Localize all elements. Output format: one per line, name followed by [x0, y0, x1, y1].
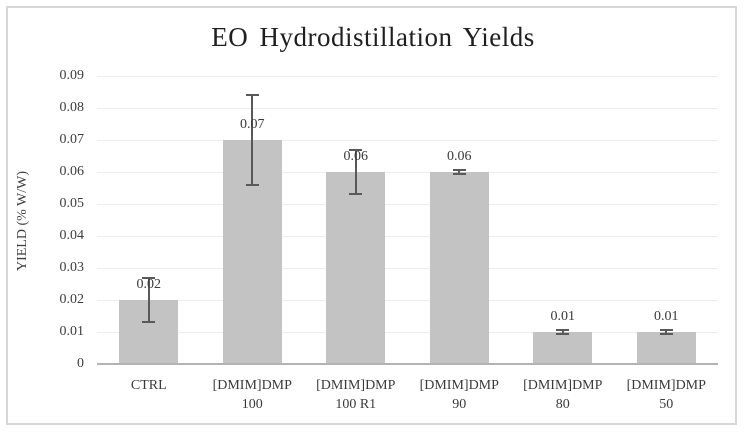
- y-tick-label: 0.04: [59, 228, 85, 243]
- data-label: 0.01: [550, 309, 576, 324]
- x-category-label-line: 100 R1: [335, 397, 377, 412]
- x-category-label-line: [DMIM]DMP: [419, 378, 499, 393]
- y-tick-label: 0: [77, 356, 84, 371]
- error-bar-bottom-cap: [142, 321, 156, 324]
- error-bar-bottom-cap: [245, 183, 259, 186]
- x-axis-line: [97, 363, 718, 365]
- x-category-label: [DMIM]DMP 90: [408, 376, 512, 414]
- x-category-label-line: [DMIM]DMP: [523, 378, 603, 393]
- x-category-label-line: 90: [452, 397, 467, 412]
- x-category-label-line: CTRL: [130, 378, 167, 393]
- x-category-label-line: 100: [241, 397, 263, 412]
- error-bar-top-cap: [452, 169, 466, 172]
- x-category-label-line: [DMIM]DMP: [626, 378, 706, 393]
- error-bar-bottom-cap: [452, 172, 466, 175]
- error-bar-top-cap: [142, 276, 156, 279]
- data-label: 0.06: [343, 149, 369, 164]
- data-label: 0.02: [136, 277, 162, 292]
- data-label: 0.06: [447, 149, 472, 164]
- error-bar-bottom-cap: [556, 332, 570, 335]
- x-category-label: [DMIM]DMP 100 R1: [304, 376, 408, 414]
- gridline: [97, 268, 718, 269]
- gridline: [97, 236, 718, 237]
- error-bar: [354, 149, 357, 195]
- error-bar-bottom-cap: [659, 332, 673, 335]
- bar: [636, 332, 696, 364]
- error-bar: [561, 330, 564, 334]
- bar: [533, 332, 593, 364]
- x-category-label-line: [DMIM]DMP: [212, 378, 292, 393]
- error-bar: [665, 330, 668, 334]
- error-bar-top-cap: [245, 94, 259, 97]
- y-tick-label: 0.06: [59, 164, 85, 179]
- gridline: [97, 172, 718, 173]
- x-category-label: [DMIM]DMP 50: [615, 376, 719, 414]
- y-tick-label: 0.01: [59, 324, 85, 339]
- x-category-label: [DMIM]DMP 80: [511, 376, 615, 414]
- y-tick-label: 0.02: [59, 292, 85, 307]
- gridline: [97, 76, 718, 77]
- error-bar: [147, 277, 150, 323]
- gridline: [97, 300, 718, 301]
- bar: [429, 172, 489, 364]
- x-category-label: [DMIM]DMP 100: [201, 376, 305, 414]
- y-tick-label: 0.09: [59, 68, 85, 83]
- bar: [326, 172, 386, 364]
- x-category-label-line: 80: [555, 397, 570, 412]
- error-bar-top-cap: [659, 329, 673, 332]
- data-label: 0.01: [654, 309, 679, 324]
- data-label: 0.07: [240, 117, 265, 132]
- y-tick-label: 0.07: [59, 132, 85, 147]
- y-tick-label: 0.03: [59, 260, 85, 275]
- error-bar-bottom-cap: [349, 193, 363, 196]
- gridline: [97, 108, 718, 109]
- chart-title: EO Hydrodistillation Yields: [211, 22, 535, 52]
- y-tick-label: 0.05: [59, 196, 85, 211]
- gridline: [97, 332, 718, 333]
- y-tick-label: 0.08: [59, 100, 85, 115]
- gridline: [97, 140, 718, 141]
- x-category-label-line: 50: [659, 397, 674, 412]
- error-bar-top-cap: [556, 329, 570, 332]
- error-bar-top-cap: [349, 148, 363, 151]
- gridline: [97, 204, 718, 205]
- x-category-label-line: [DMIM]DMP: [316, 378, 396, 393]
- error-bar: [251, 95, 254, 185]
- error-bar: [458, 170, 461, 174]
- x-category-label: CTRL: [97, 376, 201, 395]
